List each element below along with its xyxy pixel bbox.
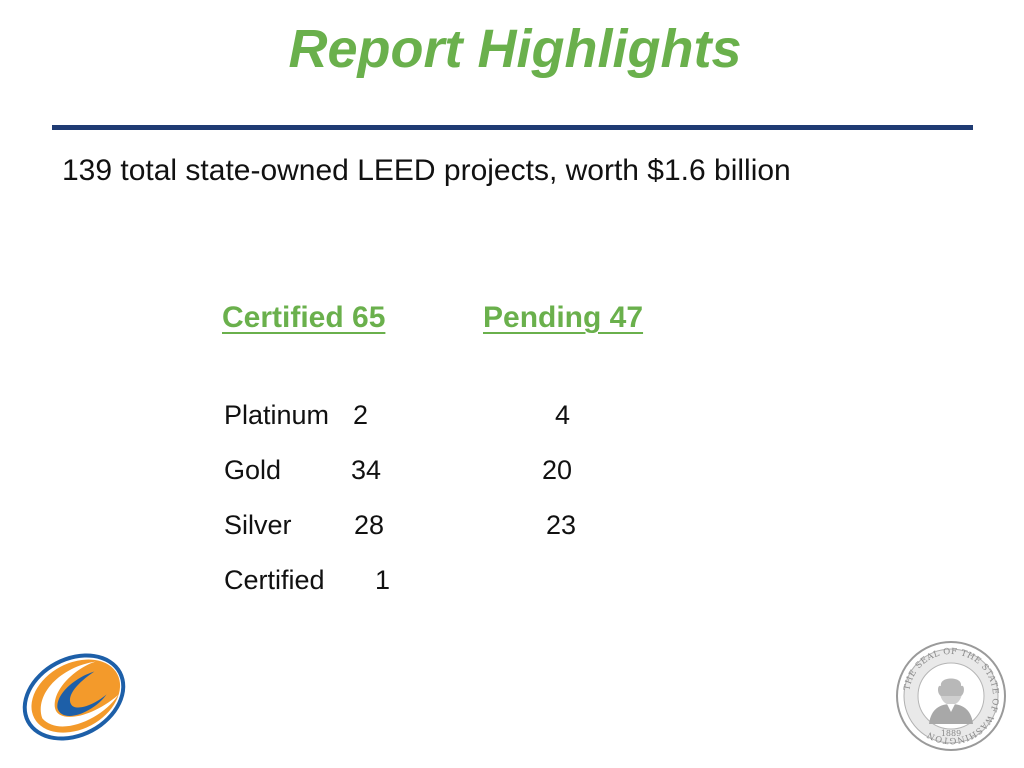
slide-title: Report Highlights xyxy=(288,19,742,79)
pending-count-platinum: 4 xyxy=(555,400,571,430)
certified-column-header: Certified 65 xyxy=(222,301,386,334)
washington-state-seal-icon: THE SEAL OF THE STATE OF WASHINGTON 1889 xyxy=(896,641,1006,751)
row-label-certified: Certified xyxy=(224,565,325,595)
pending-column-header: Pending 47 xyxy=(483,301,644,334)
row-label-gold: Gold xyxy=(224,455,282,485)
certified-count-certified: 1 xyxy=(375,565,391,595)
title-divider xyxy=(52,125,973,130)
seal-year: 1889 xyxy=(941,729,961,738)
row-label-platinum: Platinum xyxy=(224,400,330,430)
certified-count-silver: 28 xyxy=(354,510,385,540)
row-label-silver: Silver xyxy=(224,510,292,540)
certified-count-platinum: 2 xyxy=(353,400,369,430)
pending-count-silver: 23 xyxy=(546,510,577,540)
summary-text: 139 total state-owned LEED projects, wor… xyxy=(62,154,791,187)
pending-count-gold: 20 xyxy=(542,455,573,485)
orange-swoosh-logo-icon xyxy=(22,653,126,741)
certified-count-gold: 34 xyxy=(351,455,382,485)
